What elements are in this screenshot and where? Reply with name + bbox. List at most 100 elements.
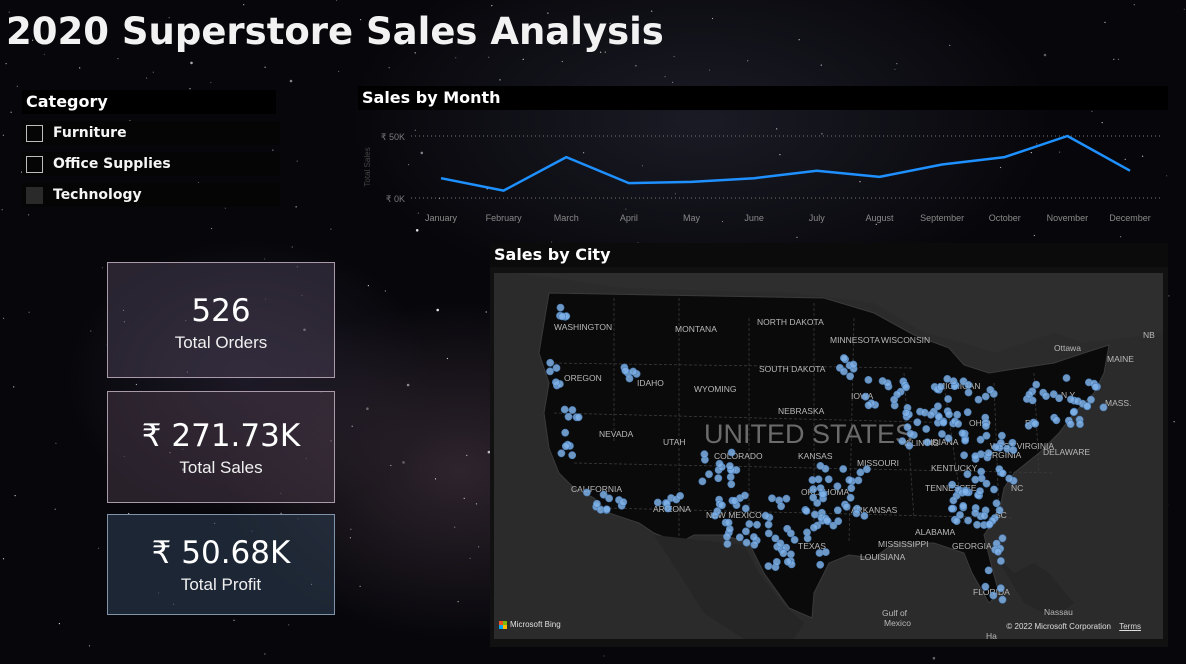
city-sales-bubble[interactable]	[971, 452, 980, 461]
city-sales-bubble[interactable]	[998, 595, 1007, 604]
city-sales-bubble[interactable]	[764, 529, 773, 538]
city-sales-bubble[interactable]	[786, 550, 795, 559]
city-sales-bubble[interactable]	[958, 429, 967, 438]
city-sales-bubble[interactable]	[973, 520, 981, 529]
checkbox-checked-icon[interactable]	[26, 186, 43, 204]
city-sales-bubble[interactable]	[761, 511, 770, 520]
city-sales-bubble[interactable]	[902, 383, 910, 392]
city-sales-bubble[interactable]	[996, 557, 1005, 565]
city-sales-bubble[interactable]	[599, 490, 608, 499]
city-sales-bubble[interactable]	[1087, 395, 1095, 404]
checkbox-icon[interactable]	[26, 124, 43, 142]
city-sales-bubble[interactable]	[1055, 394, 1063, 403]
city-sales-bubble[interactable]	[913, 418, 922, 427]
city-sales-bubble[interactable]	[724, 518, 733, 527]
category-item-office-supplies[interactable]: Office Supplies	[22, 152, 280, 176]
city-sales-bubble[interactable]	[860, 511, 869, 520]
city-sales-bubble[interactable]	[984, 566, 993, 575]
city-sales-bubble[interactable]	[605, 494, 613, 503]
city-sales-bubble[interactable]	[923, 438, 932, 447]
city-sales-bubble[interactable]	[776, 539, 785, 548]
city-sales-bubble[interactable]	[939, 418, 948, 427]
checkbox-icon[interactable]	[26, 155, 43, 173]
city-sales-bubble[interactable]	[552, 364, 561, 372]
city-sales-bubble[interactable]	[852, 509, 861, 518]
city-sales-bubble[interactable]	[782, 494, 791, 503]
city-sales-bubble[interactable]	[981, 422, 990, 430]
city-sales-bubble[interactable]	[726, 473, 735, 481]
city-sales-bubble[interactable]	[802, 507, 811, 515]
city-sales-bubble[interactable]	[948, 480, 956, 489]
city-sales-bubble[interactable]	[1066, 420, 1075, 428]
city-sales-bubble[interactable]	[779, 549, 788, 558]
city-sales-bubble[interactable]	[1042, 392, 1050, 400]
city-sales-bubble[interactable]	[1052, 416, 1061, 425]
city-sales-bubble[interactable]	[842, 502, 851, 511]
city-sales-bubble[interactable]	[856, 468, 865, 477]
data-point[interactable]	[876, 174, 882, 180]
city-sales-bubble[interactable]	[963, 470, 972, 479]
city-sales-bubble[interactable]	[938, 430, 946, 438]
city-sales-bubble[interactable]	[847, 484, 856, 493]
city-sales-bubble[interactable]	[997, 431, 1006, 440]
city-sales-bubble[interactable]	[546, 367, 554, 376]
city-sales-bubble[interactable]	[846, 372, 854, 381]
city-sales-bubble[interactable]	[723, 540, 732, 548]
city-sales-bubble[interactable]	[903, 423, 912, 432]
city-sales-bubble[interactable]	[971, 475, 980, 484]
sales-by-month-chart[interactable]: ₹ 50K ₹ 0K Total Sales January February March…	[358, 110, 1168, 226]
city-sales-bubble[interactable]	[961, 487, 970, 496]
city-sales-bubble[interactable]	[996, 584, 1005, 593]
city-sales-bubble[interactable]	[854, 476, 863, 485]
city-sales-bubble[interactable]	[959, 501, 968, 510]
city-sales-bubble[interactable]	[560, 405, 569, 414]
city-sales-bubble[interactable]	[705, 470, 713, 479]
city-sales-bubble[interactable]	[864, 376, 873, 384]
city-sales-bubble[interactable]	[809, 485, 818, 494]
city-sales-bubble[interactable]	[753, 520, 761, 529]
city-sales-bubble[interactable]	[1008, 438, 1017, 447]
city-sales-bubble[interactable]	[1009, 446, 1018, 454]
data-point[interactable]	[939, 162, 945, 168]
city-sales-bubble[interactable]	[1091, 383, 1100, 391]
city-sales-bubble[interactable]	[718, 501, 726, 510]
data-point[interactable]	[751, 175, 757, 181]
data-point[interactable]	[501, 188, 507, 194]
city-sales-bubble[interactable]	[961, 436, 969, 445]
city-sales-bubble[interactable]	[750, 540, 759, 549]
city-sales-bubble[interactable]	[922, 425, 931, 433]
city-sales-bubble[interactable]	[982, 431, 991, 440]
sales-by-month-visual[interactable]: Sales by Month ₹ 50K ₹ 0K Total Sales Janua…	[358, 86, 1168, 226]
category-item-furniture[interactable]: Furniture	[22, 121, 280, 145]
city-sales-bubble[interactable]	[898, 437, 907, 445]
city-sales-bubble[interactable]	[949, 496, 958, 505]
city-sales-bubble[interactable]	[1069, 408, 1078, 416]
city-sales-bubble[interactable]	[976, 435, 985, 444]
city-sales-bubble[interactable]	[974, 395, 983, 404]
city-sales-bubble[interactable]	[949, 377, 958, 386]
city-sales-bubble[interactable]	[810, 510, 819, 519]
city-sales-bubble[interactable]	[1099, 403, 1108, 412]
city-sales-bubble[interactable]	[777, 502, 785, 511]
city-sales-bubble[interactable]	[944, 395, 952, 403]
city-sales-bubble[interactable]	[790, 535, 799, 544]
city-sales-bubble[interactable]	[998, 469, 1007, 478]
city-sales-bubble[interactable]	[727, 448, 736, 457]
city-sales-bubble[interactable]	[964, 388, 973, 397]
city-sales-bubble[interactable]	[625, 374, 634, 383]
data-point[interactable]	[1002, 154, 1008, 160]
city-sales-bubble[interactable]	[741, 527, 750, 536]
city-sales-bubble[interactable]	[945, 410, 953, 419]
city-sales-bubble[interactable]	[982, 479, 991, 488]
city-sales-bubble[interactable]	[1067, 395, 1075, 404]
city-sales-bubble[interactable]	[711, 511, 719, 520]
city-sales-bubble[interactable]	[829, 521, 838, 530]
city-sales-bubble[interactable]	[558, 312, 567, 321]
city-sales-bubble[interactable]	[700, 450, 709, 459]
city-sales-bubble[interactable]	[834, 517, 843, 526]
city-sales-bubble[interactable]	[741, 504, 750, 513]
city-sales-bubble[interactable]	[764, 562, 773, 570]
city-sales-bubble[interactable]	[952, 517, 961, 525]
city-sales-bubble[interactable]	[861, 392, 870, 401]
city-sales-bubble[interactable]	[564, 412, 573, 421]
